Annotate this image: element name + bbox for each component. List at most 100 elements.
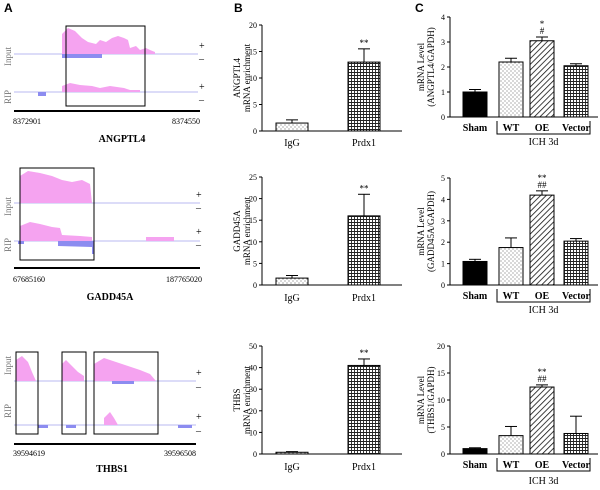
y-tick-label: 0 bbox=[253, 281, 257, 290]
category-label: Sham bbox=[463, 291, 488, 302]
significance-label: # bbox=[540, 26, 545, 36]
significance-label: ## bbox=[538, 374, 548, 384]
y-tick-label: 2 bbox=[441, 63, 445, 72]
y-tick-label: 4 bbox=[441, 13, 445, 22]
track-input-label: Input bbox=[3, 356, 13, 375]
y-tick-label: 15 bbox=[437, 369, 445, 378]
y-tick-label: 0 bbox=[253, 450, 257, 459]
category-label: Vector bbox=[562, 460, 591, 471]
category-label: WT bbox=[503, 291, 520, 302]
category-label: Vector bbox=[562, 291, 591, 302]
y-tick-label: 5 bbox=[253, 259, 257, 268]
input-coverage-3 bbox=[94, 358, 156, 381]
track-thbs1: Input RIP + – + – 39594619 39596508 THBS… bbox=[3, 351, 202, 475]
rip-reverse-coverage bbox=[58, 241, 94, 254]
group-bracket bbox=[496, 458, 591, 472]
category-label: IgG bbox=[284, 462, 300, 473]
group-label: ICH 3d bbox=[529, 476, 559, 487]
rip-coverage bbox=[62, 83, 140, 92]
y-tick-label: 25 bbox=[249, 173, 257, 182]
y-tick-label: 40 bbox=[249, 364, 257, 373]
track-angptl4: Input RIP + – + – 8372901 8374550 ANGPTL… bbox=[3, 25, 205, 145]
rip-reverse-coverage-3 bbox=[178, 425, 192, 428]
highlight-box bbox=[65, 25, 146, 107]
input-minus: – bbox=[195, 382, 202, 393]
input-coverage bbox=[62, 28, 155, 54]
category-label: OE bbox=[535, 460, 550, 471]
gene-label: THBS1 bbox=[96, 464, 128, 475]
chart-b-angptl4: 0 5 10 15 20 ANGPTL4mRNA enrichment IgG ** Prdx1 bbox=[232, 21, 402, 149]
category-label: IgG bbox=[284, 293, 300, 304]
category-label: Prdx1 bbox=[352, 293, 376, 304]
category-label: OE bbox=[535, 123, 550, 134]
coord-start: 8372901 bbox=[13, 117, 41, 126]
rip-coverage bbox=[20, 222, 92, 241]
y-tick-label: 1 bbox=[441, 88, 445, 97]
panel-letter-b: B bbox=[234, 1, 243, 15]
bar bbox=[529, 386, 555, 455]
y-axis-label: mRNA Level(THBS1/GAPDH) bbox=[416, 366, 436, 433]
bar bbox=[529, 194, 555, 286]
input-coverage bbox=[20, 171, 92, 203]
rip-minus: – bbox=[198, 95, 205, 106]
significance-label: ** bbox=[538, 173, 548, 183]
coord-end: 39596508 bbox=[164, 449, 196, 458]
y-tick-label: 30 bbox=[249, 385, 257, 394]
bar bbox=[498, 247, 524, 286]
group-label: ICH 3d bbox=[529, 137, 559, 148]
rip-minus: – bbox=[195, 240, 202, 251]
coord-end: 8374550 bbox=[172, 117, 200, 126]
y-axis-label: mRNA Level(ANGPTL4/GAPDH) bbox=[416, 27, 436, 107]
bar bbox=[563, 65, 589, 118]
rip-plus: + bbox=[196, 412, 202, 423]
gene-label: GADD45A bbox=[87, 292, 134, 303]
bar bbox=[462, 91, 488, 118]
y-axis-label: mRNA Level(GADD45A/GAPDH) bbox=[416, 191, 436, 272]
input-coverage-1 bbox=[16, 356, 36, 381]
rip-coverage-right bbox=[146, 237, 174, 241]
y-tick-label: 20 bbox=[249, 407, 257, 416]
coord-end: 187765020 bbox=[166, 275, 202, 284]
input-minus: – bbox=[195, 203, 202, 214]
bar bbox=[498, 435, 524, 455]
track-input-label: Input bbox=[3, 47, 13, 66]
track-rip-label: RIP bbox=[3, 90, 13, 104]
coord-start: 67685160 bbox=[13, 275, 45, 284]
input-coverage-2 bbox=[62, 360, 84, 381]
y-tick-label: 10 bbox=[249, 428, 257, 437]
significance-label: ** bbox=[538, 367, 548, 377]
panel-letter-a: A bbox=[4, 1, 13, 15]
input-plus: + bbox=[199, 41, 205, 52]
bar bbox=[462, 260, 488, 286]
y-tick-label: 20 bbox=[249, 21, 257, 30]
input-plus: + bbox=[196, 368, 202, 379]
input-minus: – bbox=[198, 54, 205, 65]
significance-label: ## bbox=[538, 180, 548, 190]
y-tick-label: 10 bbox=[249, 74, 257, 83]
highlight-box-2 bbox=[61, 351, 87, 435]
bar bbox=[462, 448, 488, 455]
rip-plus: + bbox=[199, 82, 205, 93]
y-tick-label: 50 bbox=[249, 342, 257, 351]
y-tick-label: 5 bbox=[441, 423, 445, 432]
y-axis-label: THBSmRNA enrichment bbox=[232, 365, 252, 434]
category-label: Vector bbox=[562, 123, 591, 134]
coord-start: 39594619 bbox=[13, 449, 45, 458]
chart-c-thbs1: 0 5 10 15 20 mRNA Level(THBS1/GAPDH) Sham WT ##*… bbox=[416, 342, 598, 487]
y-tick-label: 3 bbox=[441, 217, 445, 226]
category-label: WT bbox=[503, 123, 520, 134]
category-label: OE bbox=[535, 291, 550, 302]
group-label: ICH 3d bbox=[529, 305, 559, 316]
y-tick-label: 2 bbox=[441, 238, 445, 247]
y-tick-label: 3 bbox=[441, 38, 445, 47]
rip-reverse-coverage-2 bbox=[66, 425, 76, 428]
y-tick-label: 5 bbox=[253, 101, 257, 110]
chart-b-gadd45a: 0 5 10 15 20 25 GADD45AmRNA enrichment IgG ** Prd… bbox=[232, 173, 402, 304]
category-label: Prdx1 bbox=[352, 138, 376, 149]
y-tick-label: 0 bbox=[441, 113, 445, 122]
highlight-box bbox=[19, 167, 95, 261]
panel-letter-c: C bbox=[415, 1, 424, 15]
chart-c-gadd45a: 0 1 2 3 4 5 mRNA Level(GADD45A/GAPDH) Sham WT ##*… bbox=[416, 173, 598, 316]
category-label: IgG bbox=[284, 138, 300, 149]
